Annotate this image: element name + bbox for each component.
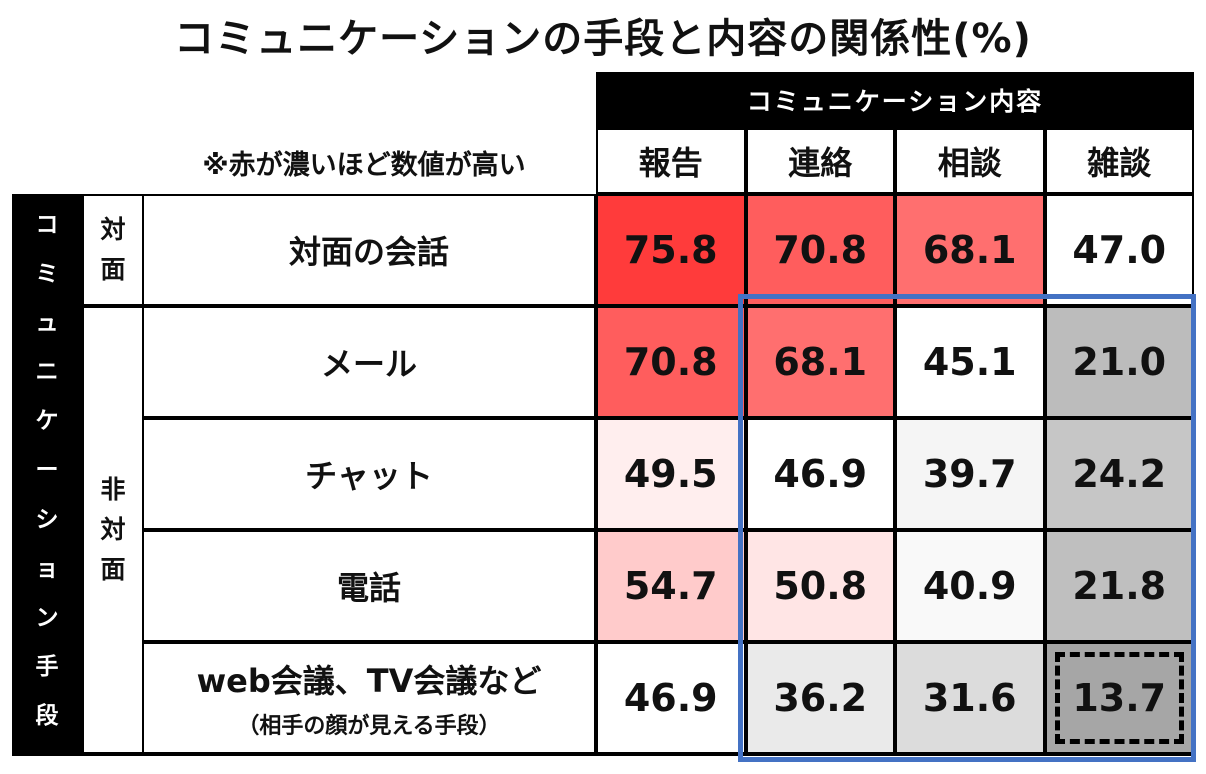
heatmap-cell: 70.8: [598, 308, 744, 416]
heatmap-cell: 75.8: [598, 196, 744, 304]
heatmap-cell: 39.7: [897, 420, 1043, 528]
heatmap-cell: 24.2: [1046, 420, 1192, 528]
row-group-label-char: 面: [100, 255, 126, 284]
heatmap-cell: 31.6: [897, 644, 1043, 752]
row-label: 電話: [144, 532, 594, 640]
row-label-main: チャット: [305, 457, 433, 495]
heatmap-cell: 50.8: [747, 532, 893, 640]
heatmap-cell: 45.1: [897, 308, 1043, 416]
row-group-title-char: ミ: [35, 261, 59, 288]
row-label: メール: [144, 308, 594, 416]
column-group-header: コミュニケーション内容: [596, 72, 1194, 128]
row-group-title-char: ン: [35, 604, 59, 631]
heatmap-cell: 68.1: [747, 308, 893, 416]
row-group-label-char: 対: [100, 215, 126, 244]
row-group-title-char: ュ: [35, 310, 59, 337]
column-header: 雑談: [1046, 130, 1192, 192]
row-label-main: 電話: [336, 569, 401, 607]
row-group-title-char: 手: [35, 653, 59, 680]
row-group-label-char: 非: [100, 475, 126, 504]
row-label: チャット: [144, 420, 594, 528]
heatmap-cell: 54.7: [598, 532, 744, 640]
row-label: 対面の会話: [144, 196, 594, 304]
heatmap-cell: 46.9: [747, 420, 893, 528]
column-header: 連絡: [747, 130, 893, 192]
row-group-title-char: ー: [35, 457, 59, 484]
row-group-title-char: 段: [35, 702, 59, 729]
row-label-main: 対面の会話: [288, 233, 449, 271]
heatmap-grid: 報告 連絡 相談 雑談 75.8 70.8 68.1 47.0 70.8 68.1 45.1 21.0…: [596, 128, 1194, 756]
row-label: web会議、TV会議など （相手の顔が見える手段）: [144, 644, 594, 752]
heatmap-cell: 36.2: [747, 644, 893, 752]
row-group-title-char: コ: [35, 212, 59, 238]
row-group-title-char: ニ: [35, 359, 59, 386]
heatmap-cell: 21.8: [1046, 532, 1192, 640]
row-group-label-char: 対: [100, 515, 126, 544]
column-header: 報告: [598, 130, 744, 192]
row-group-title-char: ョ: [35, 555, 59, 582]
row-group-label-char: 面: [100, 555, 126, 584]
row-label-sub: （相手の顔が見える手段）: [237, 714, 501, 739]
heatmap-cell: 49.5: [598, 420, 744, 528]
heatmap-cell: 40.9: [897, 532, 1043, 640]
row-label-main: web会議、TV会議など: [196, 662, 542, 700]
heatmap-cell: 46.9: [598, 644, 744, 752]
row-group-label: 非対面: [84, 308, 142, 752]
heatmap-cell: 70.8: [747, 196, 893, 304]
color-scale-note: ※赤が濃いほど数値が高い: [202, 149, 526, 181]
heatmap-cell: 47.0: [1046, 196, 1192, 304]
heatmap-cell: 21.0: [1046, 308, 1192, 416]
row-group-title-char: シ: [35, 506, 59, 533]
page-title: コミュニケーションの手段と内容の関係性(%): [174, 16, 1032, 62]
heatmap-cell: 68.1: [897, 196, 1043, 304]
row-group-title: コミュニケーション手段: [12, 194, 82, 756]
row-label-main: メール: [320, 345, 417, 383]
column-header: 相談: [897, 130, 1043, 192]
row-group-label: 対面: [84, 196, 142, 304]
row-group-title-char: ケ: [35, 408, 59, 435]
heatmap-cell: 13.7: [1046, 644, 1192, 752]
